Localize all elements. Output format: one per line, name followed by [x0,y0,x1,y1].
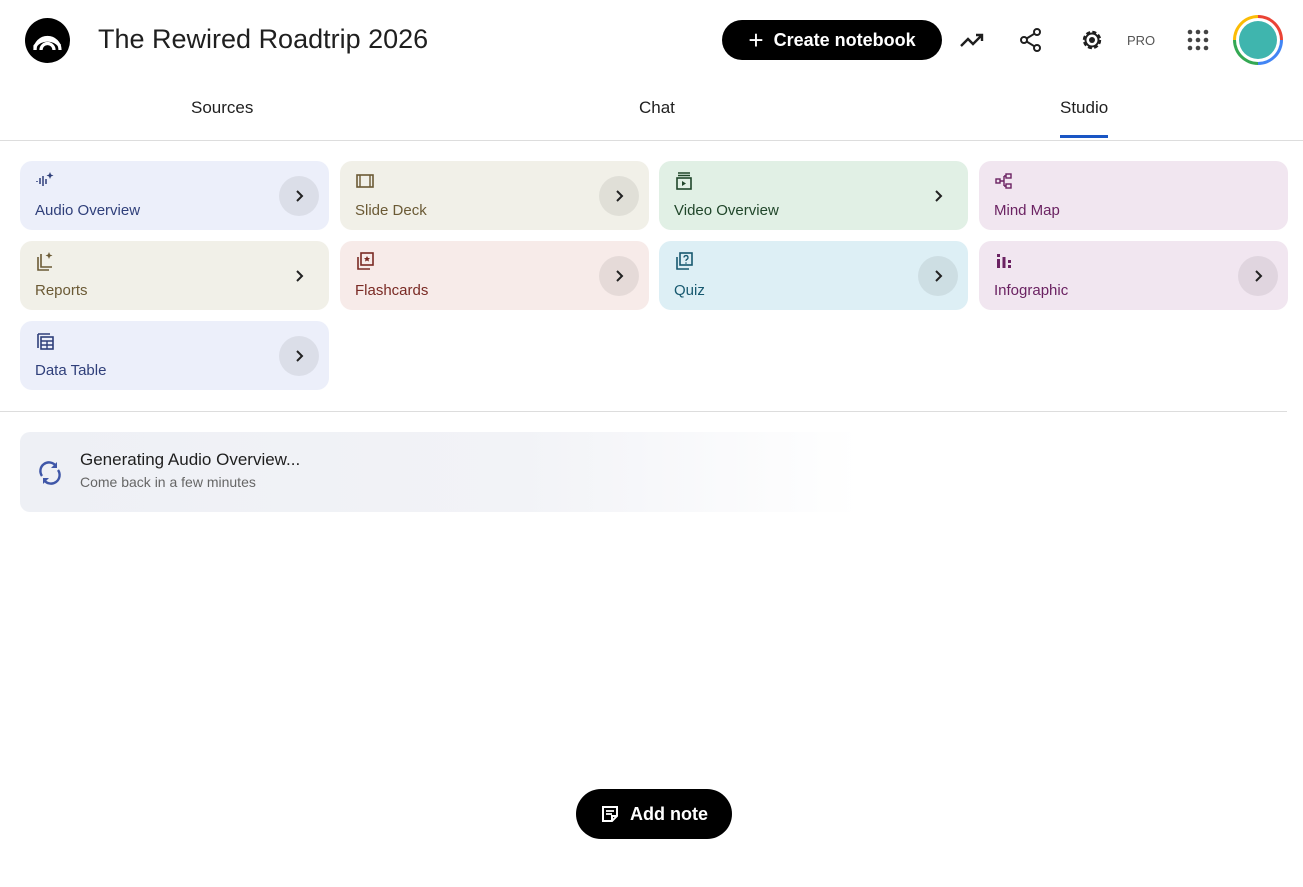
chevron-right-icon [935,190,943,202]
infographic-icon [997,254,1011,268]
audio-waveform-sparkle-icon [36,172,54,186]
studio-tool-slide-deck[interactable]: Slide Deck [340,161,649,230]
add-note-button[interactable]: Add note [576,789,732,839]
infographic-open-button[interactable] [1238,256,1278,296]
studio-tool-infographic[interactable]: Infographic [979,241,1288,310]
tab-studio[interactable]: Studio [1060,98,1109,138]
studio-tool-mind-map[interactable]: Mind Map [979,161,1288,230]
create-notebook-button[interactable]: + Create notebook [722,20,942,60]
studio-tool-label: Slide Deck [355,202,427,219]
settings-gear-icon[interactable] [1074,22,1110,58]
divider [0,411,1287,412]
notebooklm-logo[interactable] [25,18,70,63]
studio-tool-label: Audio Overview [35,202,141,219]
studio-tool-video-overview[interactable]: Video Overview [659,161,968,230]
add-note-label: Add note [630,803,708,824]
studio-tool-label: Reports [35,282,88,299]
audio-overview-open-button[interactable] [279,176,319,216]
generating-audio-overview-item: Generating Audio Overview... Come back i… [20,432,860,512]
analytics-icon[interactable] [954,22,990,58]
tab-chat[interactable]: Chat [639,98,675,117]
flashcards-icon [357,252,374,270]
video-icon [676,172,692,190]
apps-grid-icon[interactable] [1180,22,1216,58]
quiz-icon [676,252,693,270]
chevron-right-icon [935,270,943,282]
chevron-right-icon [296,190,304,202]
tab-bar: Sources Chat Studio [0,88,1303,141]
studio-tool-label: Flashcards [355,282,429,299]
chevron-right-icon [296,350,304,362]
data-table-open-button[interactable] [279,336,319,376]
studio-tool-label: Quiz [674,282,705,299]
data-table-icon [37,333,54,350]
create-notebook-label: Create notebook [773,29,916,50]
note-icon [602,806,618,822]
studio-tool-data-table[interactable]: Data Table [20,321,329,390]
studio-tool-reports[interactable]: Reports [20,241,329,310]
user-avatar[interactable] [1233,15,1283,65]
quiz-open-button[interactable] [918,256,958,296]
tab-sources[interactable]: Sources [191,98,254,117]
sync-icon [39,461,61,485]
slides-icon [356,174,374,188]
plus-icon: + [748,25,764,55]
chevron-right-icon [296,270,304,282]
chevron-right-icon [616,270,624,282]
studio-tool-label: Data Table [35,362,107,379]
studio-tool-label: Video Overview [674,202,779,219]
studio-tool-label: Mind Map [994,202,1060,219]
reports-open-button[interactable] [279,256,319,296]
notebook-title[interactable]: The Rewired Roadtrip 2026 [98,24,429,54]
mind-map-icon [995,173,1012,189]
flashcards-open-button[interactable] [599,256,639,296]
studio-tool-label: Infographic [994,282,1069,299]
share-icon[interactable] [1013,22,1049,58]
generating-subtitle: Come back in a few minutes [80,474,256,490]
studio-tool-flashcards[interactable]: Flashcards [340,241,649,310]
generating-title: Generating Audio Overview... [80,450,301,469]
pro-badge: PRO [1127,33,1156,48]
reports-icon [37,252,53,271]
video-overview-open-button[interactable] [918,176,958,216]
slide-deck-open-button[interactable] [599,176,639,216]
studio-tool-quiz[interactable]: Quiz [659,241,968,310]
chevron-right-icon [616,190,624,202]
chevron-right-icon [1255,270,1263,282]
studio-tool-audio-overview[interactable]: Audio Overview [20,161,329,230]
